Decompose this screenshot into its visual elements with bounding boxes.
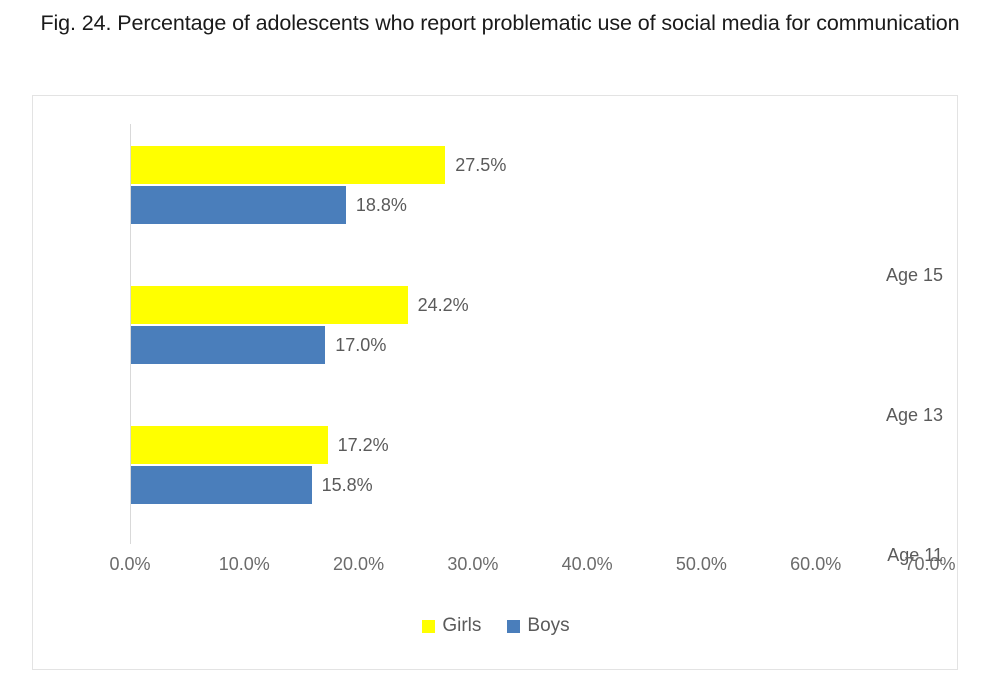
value-axis-line — [130, 124, 131, 544]
bar-girls-age-13[interactable] — [131, 286, 408, 324]
bar-value-label-boys-age-11: 15.8% — [321, 475, 373, 495]
page-title: Fig. 24. Percentage of adolescents who r… — [40, 11, 960, 35]
chart-legend: Girls Boys — [33, 616, 959, 636]
x-axis-tick-labels: 0.0% 10.0% 20.0% 30.0% 40.0% 50.0% 60.0% 70.0% — [109, 551, 955, 581]
bar-boys-age-13[interactable] — [131, 326, 326, 364]
x-tick-label-5: 50.0% — [675, 554, 727, 574]
legend-label-girls: Girls — [442, 615, 482, 636]
x-tick-label-7: 70.0% — [904, 554, 956, 574]
x-tick-label-4: 40.0% — [561, 554, 613, 574]
bar-group-age-11: 17.2% 15.8% — [131, 404, 930, 544]
bar-girls-age-15[interactable] — [131, 146, 446, 184]
x-tick-label-0: 0.0% — [109, 554, 151, 574]
x-tick-label-6: 60.0% — [790, 554, 842, 574]
legend-label-boys: Boys — [527, 615, 570, 636]
bar-boys-age-15[interactable] — [131, 186, 346, 224]
bar-group-age-15: 27.5% 18.8% — [131, 124, 930, 264]
legend-swatch-girls-icon — [422, 619, 436, 633]
x-tick-label-2: 20.0% — [333, 554, 385, 574]
legend-swatch-boys-icon — [507, 619, 521, 633]
bar-boys-age-11[interactable] — [131, 466, 312, 504]
bar-value-label-boys-age-13: 17.0% — [335, 335, 387, 355]
x-tick-label-3: 30.0% — [447, 554, 499, 574]
x-tick-label-1: 10.0% — [218, 554, 270, 574]
bar-value-label-boys-age-15: 18.8% — [355, 195, 407, 215]
bar-value-label-girls-age-13: 24.2% — [417, 295, 469, 315]
legend-entry-boys[interactable]: Boys — [507, 615, 570, 636]
category-label-age-13: Age 13 — [885, 405, 943, 425]
category-label-age-15: Age 15 — [885, 265, 943, 285]
bar-value-label-girls-age-11: 17.2% — [337, 435, 389, 455]
bar-girls-age-11[interactable] — [131, 426, 328, 464]
category-label-age-11: Age 11 — [887, 545, 943, 565]
plot-area: 27.5% 18.8% 24.2% 17.0% 17.2% 15.8% — [130, 124, 930, 544]
legend-entry-girls[interactable]: Girls — [422, 616, 481, 636]
bar-group-age-13: 24.2% 17.0% — [131, 264, 930, 404]
chart-frame: Age 15 Age 13 Age 11 27.5% 18.8% 24.2% 1… — [32, 95, 958, 670]
bar-value-label-girls-age-15: 27.5% — [455, 155, 507, 175]
